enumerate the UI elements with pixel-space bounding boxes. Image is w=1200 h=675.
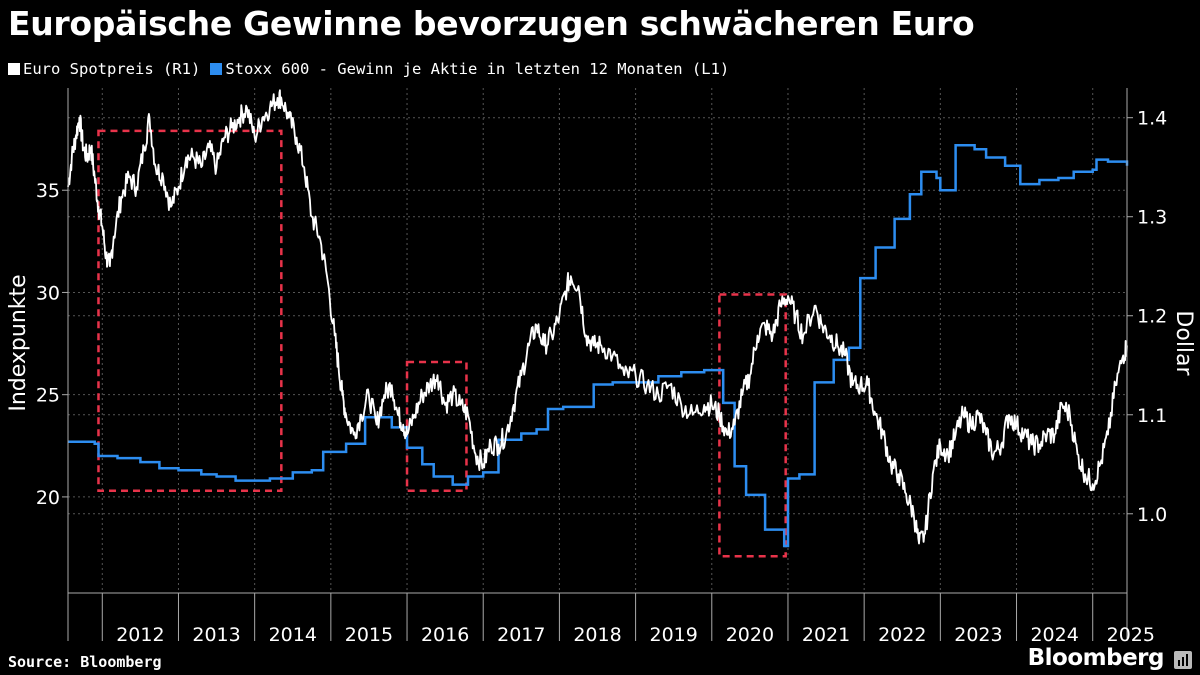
- tick-label-year-2014: 2014: [269, 624, 317, 646]
- annotation-boxes: [97, 129, 787, 558]
- tick-label-left-30: 30: [36, 282, 60, 304]
- tick-label-right-1.2: 1.2: [1137, 306, 1167, 328]
- tick-label-year-2022: 2022: [878, 624, 926, 646]
- tick-label-year-2017: 2017: [497, 624, 545, 646]
- legend-swatch-stoxx: [210, 63, 223, 75]
- tick-label-year-2023: 2023: [954, 624, 1002, 646]
- tick-label-year-2013: 2013: [192, 624, 240, 646]
- tick-label-year-2019: 2019: [650, 624, 698, 646]
- legend-label-stoxx: Stoxx 600 - Gewinn je Aktie in letzten 1…: [225, 60, 730, 78]
- bloomberg-chart-icon: [1174, 651, 1192, 669]
- source-note: Source: Bloomberg: [8, 653, 162, 671]
- tick-label-year-2025: 2025: [1107, 624, 1155, 646]
- chart-title: Europäische Gewinne bevorzugen schwächer…: [8, 4, 975, 43]
- tick-label-year-2021: 2021: [802, 624, 850, 646]
- tick-label-year-2024: 2024: [1030, 624, 1078, 646]
- tick-label-left-25: 25: [36, 385, 60, 407]
- legend-item-stoxx: Stoxx 600 - Gewinn je Aktie in letzten 1…: [210, 60, 729, 78]
- series-line-euro: [67, 89, 1128, 545]
- grid: [68, 88, 1127, 593]
- axes: [62, 88, 1133, 641]
- tick-label-right-1.4: 1.4: [1137, 108, 1167, 130]
- legend: Euro Spotpreis (R1) Stoxx 600 - Gewinn j…: [8, 60, 739, 78]
- y-axis-label-right: Dollar: [1171, 310, 1196, 376]
- series-line-stoxx: [68, 143, 1129, 548]
- tick-label-year-2020: 2020: [726, 624, 774, 646]
- tick-label-right-1.3: 1.3: [1137, 207, 1167, 229]
- legend-label-euro: Euro Spotpreis (R1): [23, 60, 201, 78]
- annotation-box-1: [97, 129, 283, 493]
- tick-label-right-1.0: 1.0: [1137, 504, 1167, 526]
- tick-label-left-35: 35: [36, 180, 60, 202]
- legend-item-euro: Euro Spotpreis (R1): [8, 60, 200, 78]
- tick-label-year-2012: 2012: [116, 624, 164, 646]
- tick-label-year-2016: 2016: [421, 624, 469, 646]
- y-axis-label-left: Indexpunkte: [6, 274, 31, 411]
- brand-logo-text: Bloomberg: [1027, 645, 1165, 671]
- legend-swatch-euro: [8, 63, 20, 75]
- tick-label-left-20: 20: [36, 487, 60, 509]
- tick-label-right-1.1: 1.1: [1137, 405, 1167, 427]
- tick-label-year-2015: 2015: [345, 624, 393, 646]
- tick-label-year-2018: 2018: [573, 624, 621, 646]
- series-lines: [67, 89, 1129, 548]
- annotation-box-3: [718, 293, 787, 558]
